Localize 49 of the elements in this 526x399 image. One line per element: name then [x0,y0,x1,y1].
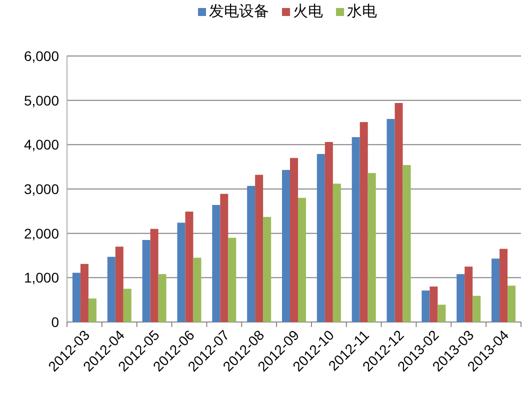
bar [508,286,516,322]
bar [422,290,430,322]
bar [456,274,465,322]
bar [500,248,508,322]
bar [394,102,403,322]
bar [212,204,220,322]
bar [247,186,256,322]
legend-label: 火电 [293,3,323,20]
bar [290,158,298,322]
bar [360,122,368,322]
bar [316,154,325,322]
bar [332,184,341,322]
bar [220,194,228,322]
bar [368,173,376,322]
bar [386,118,395,322]
y-tick-label: 0 [51,314,60,330]
y-tick-label: 4,000 [24,136,60,153]
bar [107,256,116,322]
bar [150,228,158,322]
bar [255,174,264,322]
y-tick-label: 6,000 [24,48,60,64]
bar [324,142,333,322]
bar [228,238,236,322]
y-tick-label: 1,000 [24,270,60,286]
bar [193,258,202,322]
bar [263,216,272,322]
bar [430,286,438,322]
bar [177,222,186,322]
bar [88,298,96,322]
y-tick-label: 3,000 [24,181,60,197]
bar [142,240,150,322]
y-tick-label: 5,000 [24,92,60,108]
bar [115,246,124,322]
legend-label: 水电 [347,3,377,20]
bar [80,264,88,322]
bar [298,198,306,322]
y-tick-label: 2,000 [24,225,60,242]
bar [185,212,194,322]
bar [282,170,290,322]
bar [123,288,132,322]
bar [352,137,360,322]
bar [158,274,166,322]
bar [72,272,80,322]
bar [438,304,446,322]
legend-label: 发电设备 [209,3,269,20]
bar [464,266,473,322]
bar [402,165,411,322]
bar [492,258,500,322]
bar [472,296,481,322]
